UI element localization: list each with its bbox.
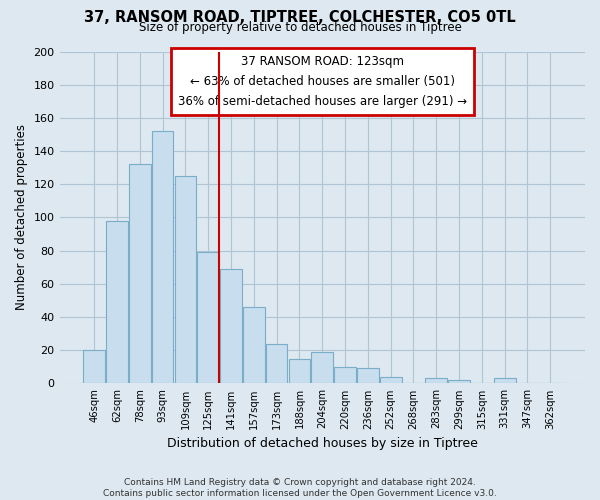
Text: Size of property relative to detached houses in Tiptree: Size of property relative to detached ho…: [139, 21, 461, 34]
Bar: [220, 269, 242, 384]
Bar: [494, 378, 515, 384]
Bar: [357, 368, 379, 384]
Text: 37, RANSOM ROAD, TIPTREE, COLCHESTER, CO5 0TL: 37, RANSOM ROAD, TIPTREE, COLCHESTER, CO…: [84, 10, 516, 25]
Text: 37 RANSOM ROAD: 123sqm
← 63% of detached houses are smaller (501)
36% of semi-de: 37 RANSOM ROAD: 123sqm ← 63% of detached…: [178, 55, 467, 108]
Bar: [380, 377, 401, 384]
X-axis label: Distribution of detached houses by size in Tiptree: Distribution of detached houses by size …: [167, 437, 478, 450]
Bar: [289, 358, 310, 384]
Bar: [334, 367, 356, 384]
Bar: [106, 221, 128, 384]
Bar: [152, 131, 173, 384]
Bar: [425, 378, 447, 384]
Bar: [129, 164, 151, 384]
Text: Contains HM Land Registry data © Crown copyright and database right 2024.
Contai: Contains HM Land Registry data © Crown c…: [103, 478, 497, 498]
Y-axis label: Number of detached properties: Number of detached properties: [15, 124, 28, 310]
Bar: [83, 350, 105, 384]
Bar: [197, 252, 219, 384]
Bar: [448, 380, 470, 384]
Bar: [175, 176, 196, 384]
Bar: [311, 352, 333, 384]
Bar: [266, 344, 287, 384]
Bar: [243, 307, 265, 384]
